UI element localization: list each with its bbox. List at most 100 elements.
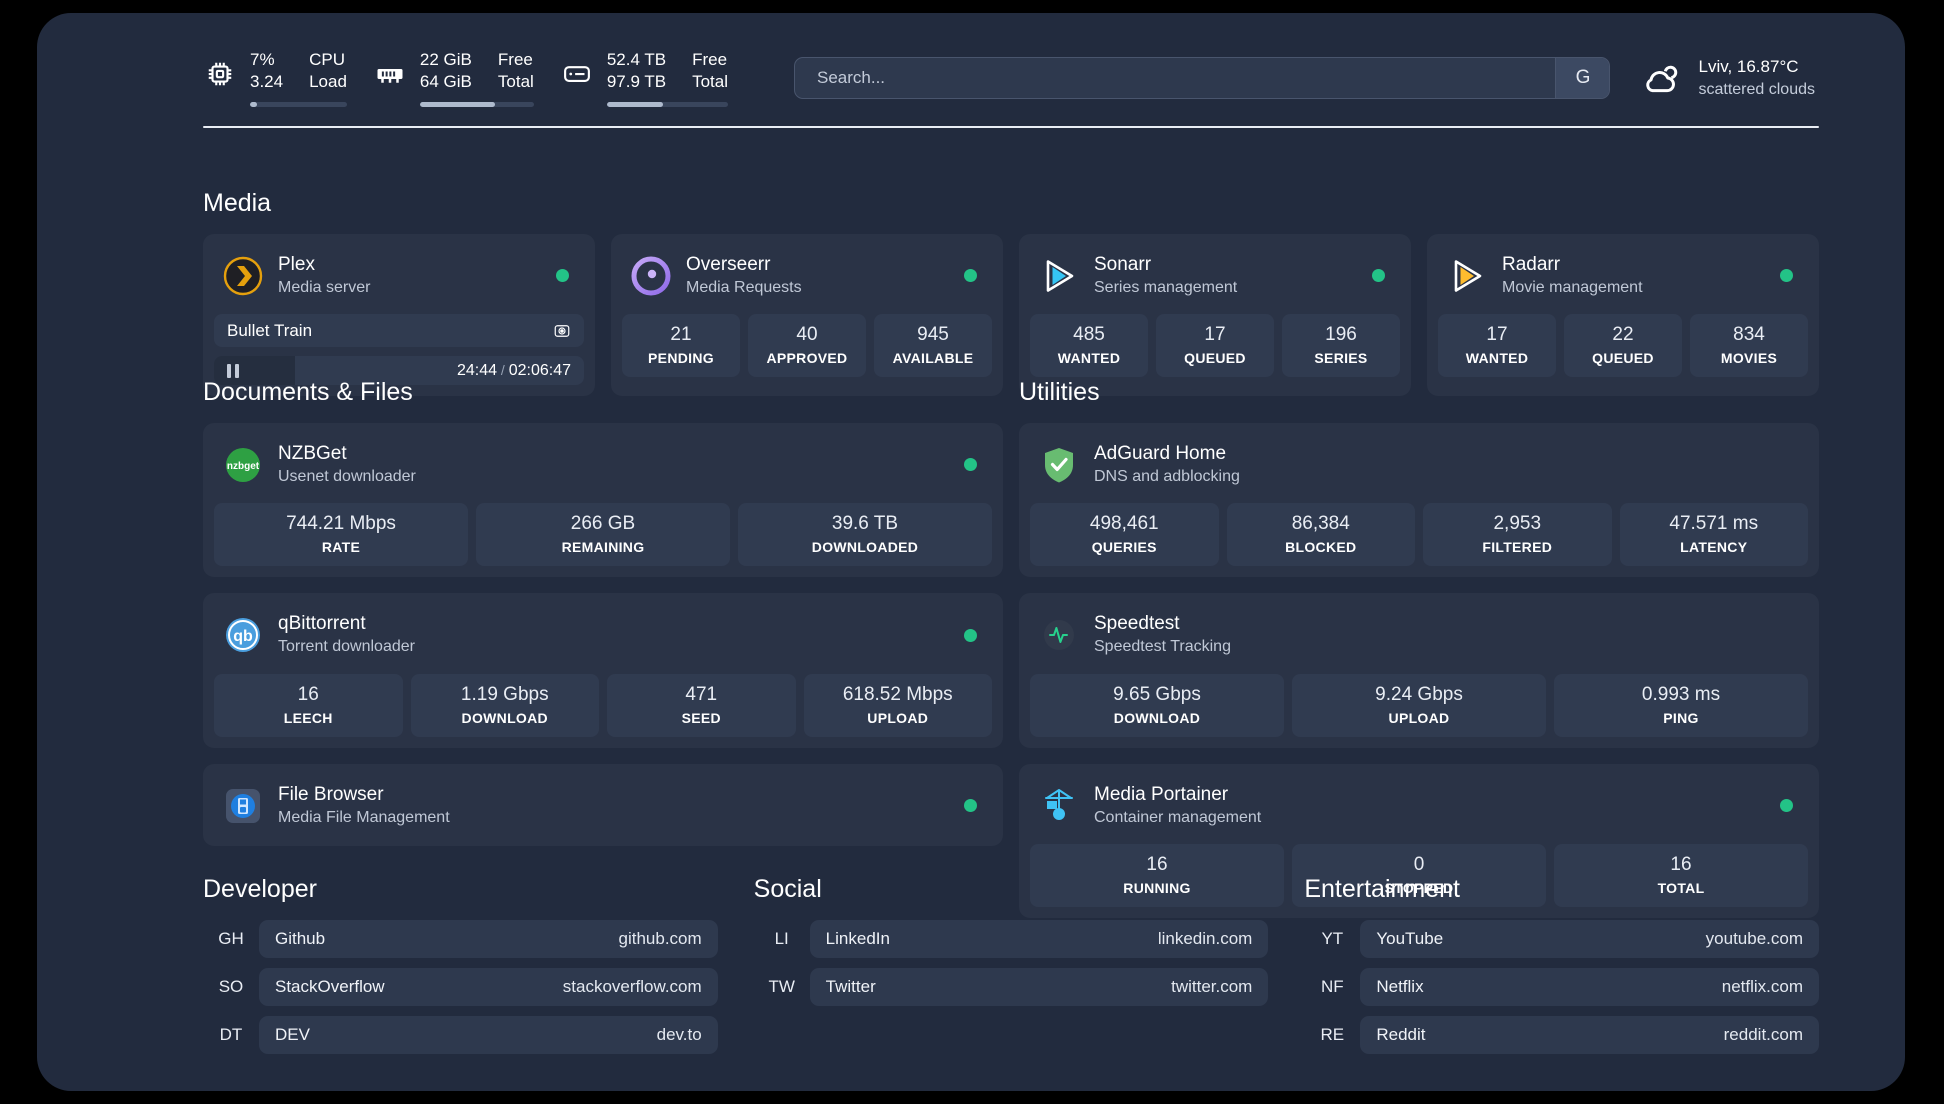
cast-icon[interactable]: [553, 322, 571, 340]
bookmark-item[interactable]: LI LinkedIn linkedin.com: [754, 920, 1269, 958]
stat-tile: 21 PENDING: [622, 314, 740, 378]
card-header: nzbget NZBGet Usenet downloader: [214, 434, 992, 494]
cpu-unit-1: CPU: [309, 50, 345, 70]
stat-tile: 485 WANTED: [1030, 314, 1148, 378]
stat-label: BLOCKED: [1285, 539, 1357, 556]
stat-tile: 16 RUNNING: [1030, 844, 1284, 908]
now-playing-progress[interactable]: 24:44 / 02:06:47: [214, 356, 584, 386]
header-divider: [203, 126, 1819, 128]
weather-location-temp: Lviv, 16.87°C: [1698, 56, 1799, 76]
bookmark-link[interactable]: Github github.com: [259, 920, 718, 958]
stat-label: WANTED: [1057, 350, 1121, 367]
stat-label: SEED: [681, 709, 721, 726]
service-card-portainer[interactable]: Media Portainer Container management 16 …: [1019, 763, 1819, 919]
bookmark-item[interactable]: RE Reddit reddit.com: [1304, 1016, 1820, 1054]
stat-label: DOWNLOADED: [811, 539, 919, 556]
now-playing-title-row: Bullet Train: [214, 314, 584, 348]
bookmark-link[interactable]: LinkedIn linkedin.com: [809, 920, 1269, 958]
service-card-filebrowser[interactable]: File Browser Media File Management: [203, 763, 1003, 847]
bookmark-item[interactable]: GH Github github.com: [203, 920, 718, 958]
bookmark-link[interactable]: StackOverflow stackoverflow.com: [259, 968, 718, 1006]
stat-value: 21: [670, 324, 692, 346]
stat-label: SERIES: [1314, 350, 1368, 367]
stat-value: 9.65 Gbps: [1113, 683, 1201, 705]
bookmark-abbr: DT: [219, 1025, 243, 1044]
bookmark-host: stackoverflow.com: [562, 977, 702, 996]
bookmark-host: reddit.com: [1723, 1025, 1804, 1044]
adguard-shield-icon: [1039, 445, 1079, 485]
overseerr-icon: [631, 256, 671, 296]
section-title-developer: Developer: [203, 875, 317, 903]
bookmark-group-social: Social LI LinkedIn linkedin.com TW Twitt…: [754, 875, 1269, 1064]
stat-value: 47.571 ms: [1669, 513, 1759, 535]
status-badge: [964, 458, 977, 472]
bookmark-item[interactable]: TW Twitter twitter.com: [754, 968, 1269, 1006]
service-card-overseerr[interactable]: Overseerr Media Requests 21 PENDING 40 A…: [611, 234, 1003, 397]
bookmark-group-developer: Developer GH Github github.com SO StackO…: [203, 875, 718, 1064]
stat-value: 618.52 Mbps: [842, 683, 953, 705]
stat-value: 485: [1073, 324, 1105, 346]
cpu-unit-2: Load: [309, 72, 347, 91]
service-description: Usenet downloader: [278, 467, 416, 485]
stat-tile: 17 QUEUED: [1156, 314, 1274, 378]
stat-tile: 1.19 Gbps DOWNLOAD: [410, 673, 599, 737]
bookmark-item[interactable]: DT DEV dev.to: [203, 1016, 718, 1054]
stat-value: 40: [796, 324, 818, 346]
bookmark-abbr: GH: [218, 929, 244, 948]
service-card-sonarr[interactable]: Sonarr Series management 485 WANTED 17 Q…: [1019, 234, 1411, 397]
bookmark-item[interactable]: SO StackOverflow stackoverflow.com: [203, 968, 718, 1006]
service-description: Media Requests: [686, 278, 802, 296]
stat-label: WANTED: [1465, 350, 1529, 367]
status-badge: [1780, 269, 1793, 283]
service-card-plex[interactable]: Plex Media server Bullet Train: [203, 234, 595, 397]
bookmark-link[interactable]: Netflix netflix.com: [1360, 968, 1820, 1006]
hard-disk-icon: [560, 57, 594, 91]
stat-tile: 17 WANTED: [1438, 314, 1556, 378]
bookmark-item[interactable]: NF Netflix netflix.com: [1304, 968, 1820, 1006]
stat-value: 266 GB: [570, 513, 636, 535]
search-input[interactable]: [794, 58, 1556, 98]
service-card-radarr[interactable]: Radarr Movie management 17 WANTED 22 QUE…: [1427, 234, 1819, 397]
stat-label: DOWNLOAD: [1113, 709, 1201, 726]
service-description: Media File Management: [278, 808, 450, 826]
memory-total: 64 GiB: [419, 72, 472, 91]
status-badge: [964, 799, 977, 813]
service-card-nzbget[interactable]: nzbget NZBGet Usenet downloader 744.21 M…: [203, 423, 1003, 578]
service-card-speedtest[interactable]: Speedtest Speedtest Tracking 9.65 Gbps D…: [1019, 593, 1819, 748]
svg-text:qb: qb: [233, 628, 253, 645]
pause-icon[interactable]: [227, 363, 239, 378]
disk-free: 52.4 TB: [606, 50, 667, 70]
stat-tile: 40 APPROVED: [748, 314, 866, 378]
search-engine-button[interactable]: G: [1555, 58, 1610, 98]
bookmark-name: DEV: [275, 1025, 310, 1044]
bookmark-link[interactable]: Reddit reddit.com: [1360, 1016, 1820, 1054]
bookmarks-sections: Developer GH Github github.com SO StackO…: [203, 875, 1820, 1064]
stat-label: UPLOAD: [867, 709, 929, 726]
bookmark-item[interactable]: YT YouTube youtube.com: [1304, 920, 1820, 958]
disk-values: 52.4 TB 97.9 TB: [607, 49, 666, 93]
service-name: Media Portainer: [1094, 783, 1229, 805]
card-header: qb qBittorrent Torrent downloader: [214, 604, 992, 664]
disk-units: Free Total: [692, 49, 728, 93]
radarr-icon: [1447, 256, 1487, 296]
bookmark-link[interactable]: DEV dev.to: [259, 1016, 718, 1054]
status-badge: [964, 628, 977, 642]
search-bar[interactable]: G: [793, 57, 1611, 99]
stat-label: QUEUED: [1592, 350, 1654, 367]
resource-widget-cpu: 7% 3.24 CPU Load: [203, 49, 347, 107]
status-badge: [556, 269, 569, 283]
card-header: Radarr Movie management: [1438, 245, 1808, 305]
stat-value: 17: [1486, 324, 1508, 346]
bookmark-abbr: TW: [768, 977, 795, 996]
card-header: AdGuard Home DNS and adblocking: [1030, 434, 1808, 494]
stat-tile: 47.571 ms LATENCY: [1619, 503, 1808, 567]
service-name: Speedtest: [1094, 613, 1180, 635]
mid-sections: Documents & Files nzbget NZBGet Usenet d…: [203, 378, 1819, 919]
bookmark-link[interactable]: Twitter twitter.com: [809, 968, 1269, 1006]
service-card-adguard[interactable]: AdGuard Home DNS and adblocking 498,461 …: [1019, 423, 1819, 578]
bookmark-link[interactable]: YouTube youtube.com: [1360, 920, 1820, 958]
stat-label: QUEUED: [1184, 350, 1246, 367]
stat-value: 498,461: [1089, 513, 1159, 535]
service-card-qbittorrent[interactable]: qb qBittorrent Torrent downloader 16 LEE…: [203, 593, 1003, 748]
stat-tile: 498,461 QUERIES: [1030, 503, 1219, 567]
